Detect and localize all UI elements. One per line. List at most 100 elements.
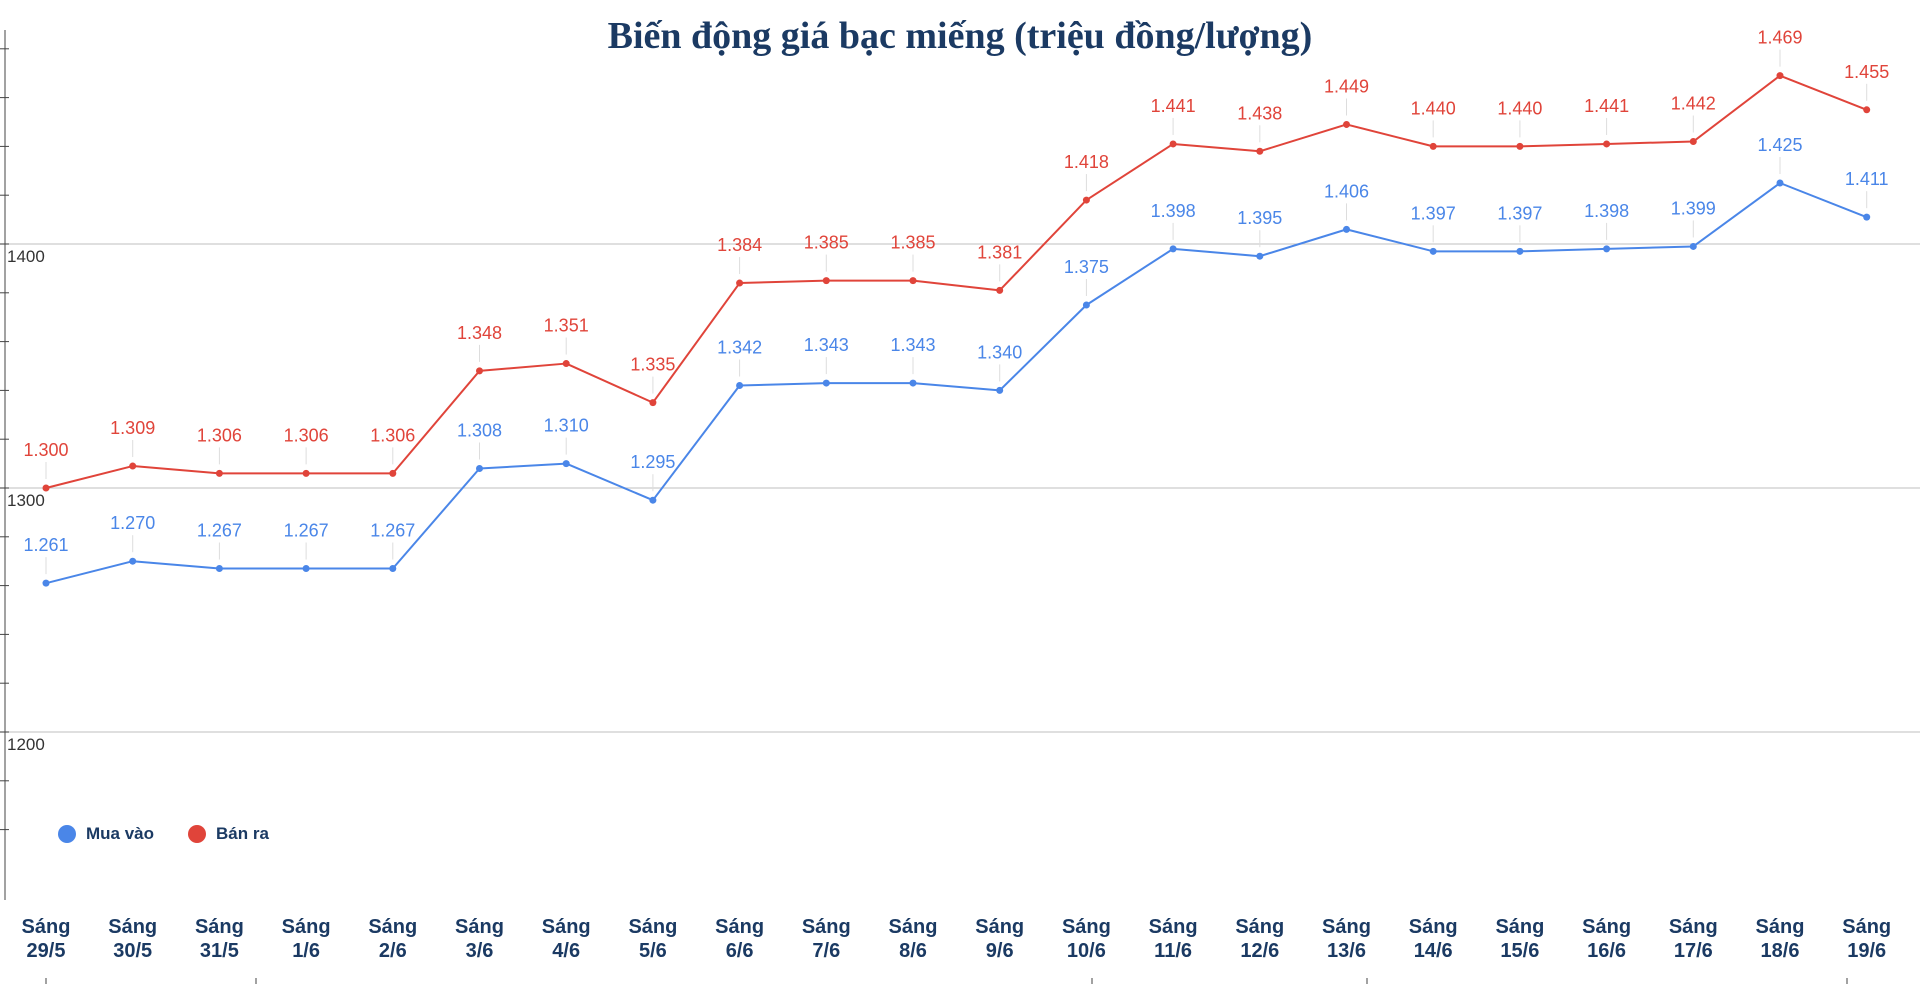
legend-item-buy: Mua vào [58,824,154,844]
series-line-segment [1259,123,1347,153]
data-label: 1.449 [1324,76,1369,96]
series-line-segment [1346,228,1434,253]
data-point [215,565,223,573]
data-label: 1.442 [1671,94,1716,114]
x-tick-label-top: Sáng [1409,916,1458,938]
data-label: 1.348 [457,323,502,343]
data-point [129,557,137,565]
series-line-segment [1346,123,1434,148]
x-tick-label-top: Sáng [628,916,677,938]
x-tick-label-bottom: 4/6 [552,940,580,962]
chart-title: Biến động giá bạc miếng (triệu đồng/lượn… [607,15,1313,57]
data-point [389,565,397,573]
x-tick-label-bottom: 16/6 [1587,940,1626,962]
data-label: 1.351 [544,316,589,336]
series-line-segment [1606,245,1694,250]
data-label: 1.343 [804,335,849,355]
data-label: 1.309 [110,418,155,438]
x-tick-label-top: Sáng [1669,916,1718,938]
data-point [1603,245,1611,253]
series-line-segment [652,384,741,501]
series-line-segment [1779,74,1868,111]
grid-lines [0,243,1920,733]
series-line-segment [1779,182,1868,219]
y-tick-label: 1300 [7,491,45,510]
data-label: 1.441 [1151,96,1196,116]
data-label: 1.441 [1584,96,1629,116]
x-tick-label-bottom: 31/5 [200,940,239,962]
series-line-segment [1173,142,1260,153]
data-point [302,565,310,573]
x-tick-label-bottom: 19/6 [1847,940,1886,962]
data-point [996,386,1004,394]
x-tick-label-bottom: 13/6 [1327,940,1366,962]
data-point [1689,138,1697,146]
x-tick-label-top: Sáng [975,916,1024,938]
data-label: 1.469 [1757,28,1802,48]
series-line-segment [1085,248,1174,306]
data-label: 1.385 [890,233,935,253]
data-label: 1.295 [630,452,675,472]
data-point [909,277,917,285]
series-line-segment [1606,140,1694,145]
series-line-segment [1519,247,1607,253]
data-point [302,469,310,477]
data-point [1516,142,1524,150]
x-tick-label-top: Sáng [368,916,417,938]
series-line-segment [998,199,1088,292]
chart-legend: Mua vào Bán ra [58,824,291,844]
data-point [909,379,917,387]
x-tick-label-top: Sáng [802,916,851,938]
x-tick-label-bottom: 7/6 [812,940,840,962]
data-label: 1.300 [23,440,68,460]
legend-marker-sell [188,825,207,843]
data-point [215,469,223,477]
data-point [1169,245,1177,253]
data-label: 1.425 [1757,135,1802,155]
data-label: 1.455 [1844,62,1889,82]
series-line-segment [739,279,827,285]
data-label: 1.306 [284,425,329,445]
series-line-segment [392,467,481,570]
legend-label-buy: Mua vào [86,824,155,843]
data-point [649,399,657,407]
data-label: 1.381 [977,242,1022,262]
data-point [42,579,50,587]
data-label: 1.306 [370,425,415,445]
data-point [1863,213,1871,221]
x-tick-label-top: Sáng [889,916,938,938]
legend-label-sell: Bán ra [216,824,269,843]
series-line-segment [479,362,567,372]
data-point [1256,252,1264,260]
series-line-segment [912,279,1000,292]
x-tick-label-bottom: 10/6 [1067,940,1106,962]
x-tick-label-bottom: 2/6 [379,940,407,962]
x-tick-label-top: Sáng [108,916,157,938]
series-line-segment [392,370,481,475]
data-point [129,462,137,470]
data-label: 1.267 [284,521,329,541]
series-line-segment [1692,182,1781,248]
data-label: 1.395 [1237,208,1282,228]
x-tick-label-bottom: 5/6 [639,940,667,962]
series-line-segment [1692,74,1781,143]
x-tick-label-top: Sáng [1235,916,1284,938]
data-label: 1.411 [1845,169,1889,189]
series-line-segment [912,382,1000,392]
series-line-segment [1259,228,1347,258]
series-sell: 1.300 1.309 1.306 1.306 1.306 1.348 1.351 1.335… [23,28,1889,492]
data-point [476,367,483,375]
x-tick-label-bottom: 1/6 [292,940,320,962]
x-tick-label-bottom: 15/6 [1500,940,1539,962]
data-point [1603,140,1611,148]
data-point [1516,247,1524,255]
data-point [822,379,830,387]
x-tick-label-top: Sáng [1582,916,1631,938]
data-point [1082,301,1090,309]
data-label: 1.342 [717,338,762,358]
data-point [1082,196,1090,204]
x-tick-label-bottom: 6/6 [726,940,754,962]
data-point [1776,72,1784,80]
data-label: 1.398 [1151,201,1196,221]
